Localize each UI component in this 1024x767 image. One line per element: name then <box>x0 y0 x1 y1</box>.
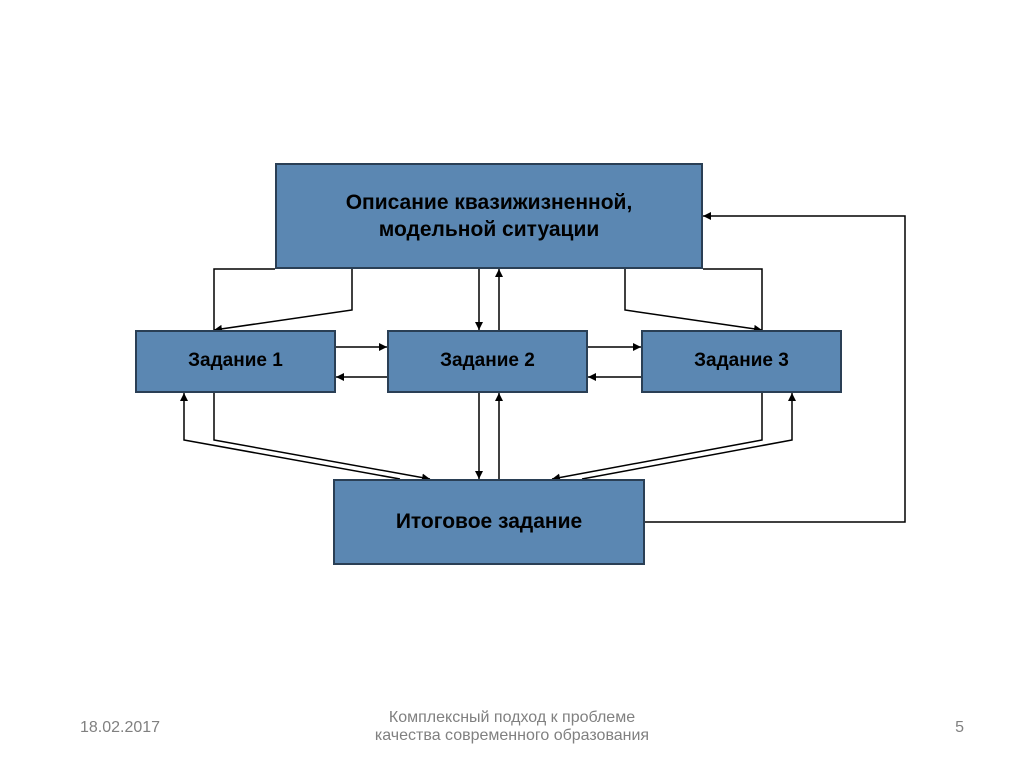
footer-caption: Комплексный подход к проблеме качества с… <box>0 709 1024 745</box>
footer-page-number: 5 <box>955 719 964 736</box>
node-task3: Задание 3 <box>641 330 842 393</box>
node-final: Итоговое задание <box>333 479 645 565</box>
edge-5 <box>703 269 762 330</box>
edge-15 <box>582 393 792 479</box>
edge-11 <box>184 393 400 479</box>
node-top: Описание квазижизненной, модельной ситуа… <box>275 163 703 269</box>
footer-caption-line1: Комплексный подход к проблеме <box>389 709 635 726</box>
edge-4 <box>625 269 762 330</box>
footer-caption-line2: качества современного образования <box>375 727 649 744</box>
footer-page: 5 <box>955 719 964 737</box>
node-task1: Задание 1 <box>135 330 336 393</box>
edge-0 <box>214 269 352 330</box>
edge-10 <box>214 393 430 479</box>
node-task2: Задание 2 <box>387 330 588 393</box>
edge-1 <box>214 269 275 330</box>
edge-14 <box>552 393 762 479</box>
